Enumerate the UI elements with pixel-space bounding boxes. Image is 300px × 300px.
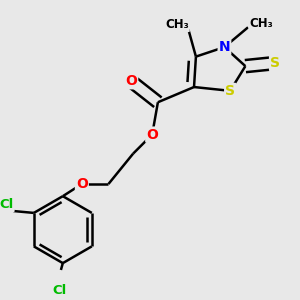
Text: O: O xyxy=(125,74,137,88)
Text: S: S xyxy=(225,84,235,98)
Text: S: S xyxy=(270,56,280,70)
Text: Cl: Cl xyxy=(52,284,66,297)
Text: O: O xyxy=(146,128,158,142)
Text: Cl: Cl xyxy=(0,198,14,211)
Text: O: O xyxy=(76,177,88,191)
Text: N: N xyxy=(219,40,230,54)
Text: CH₃: CH₃ xyxy=(165,18,189,31)
Text: CH₃: CH₃ xyxy=(250,17,273,30)
